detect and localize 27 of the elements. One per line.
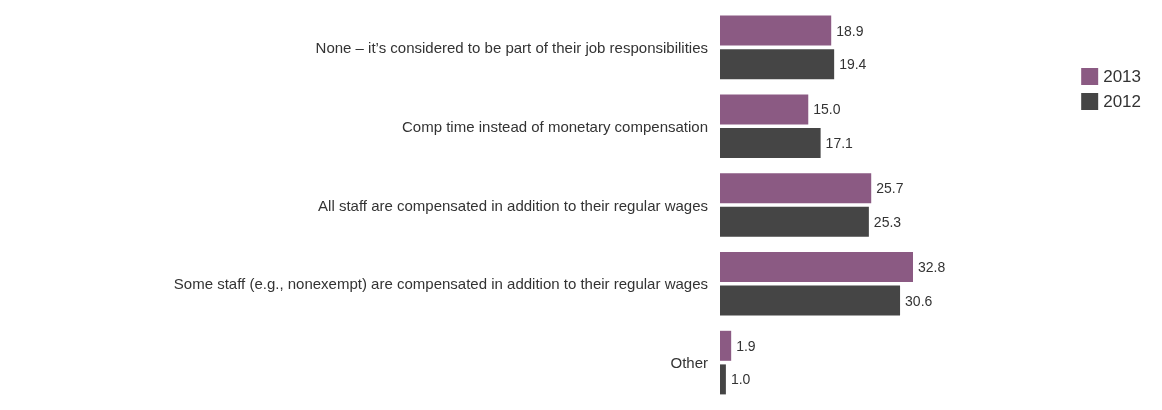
y-tick-label: Some staff (e.g., nonexempt) are compensated in addition to their regular wages [173, 275, 708, 293]
data-label: 30.6 [905, 292, 933, 309]
bar [720, 173, 872, 204]
bar [720, 285, 901, 316]
bar [720, 128, 821, 158]
data-label: 32.8 [918, 259, 946, 275]
data-label: 19.4 [839, 56, 867, 73]
bar [720, 330, 732, 361]
data-label: 25.7 [876, 180, 904, 197]
data-label: 15.0 [813, 101, 841, 118]
data-label: 25.3 [873, 213, 902, 230]
data-label: 18.9 [836, 22, 864, 39]
bar [720, 15, 832, 46]
y-tick-label: Other [670, 354, 708, 372]
data-label: 1.0 [730, 371, 751, 388]
data-label: 17.1 [825, 135, 854, 151]
legend-label: 2013 [1103, 67, 1142, 86]
legend-label: 2012 [1103, 92, 1142, 111]
y-tick-label: All staff are compensated in addition to their regular wages [318, 196, 708, 214]
bar [720, 364, 726, 395]
bar [720, 206, 869, 237]
bar [720, 49, 835, 80]
bar [720, 252, 913, 282]
bar [720, 94, 809, 125]
y-tick-label: Comp time instead of monetary compensation [402, 117, 708, 135]
y-tick-label: None – it’s considered to be part of their job responsibilities [315, 38, 708, 56]
data-label: 1.9 [736, 337, 756, 354]
